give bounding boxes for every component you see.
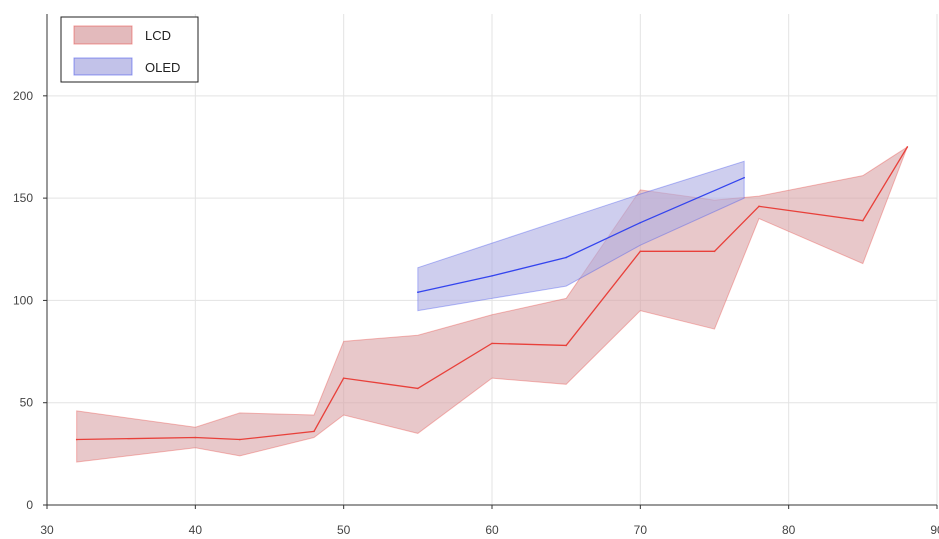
series-layer — [75, 145, 909, 463]
x-tick-label: 50 — [337, 523, 351, 537]
x-tick-label: 60 — [485, 523, 499, 537]
axes — [43, 14, 938, 509]
tick-labels: 30 40 50 60 70 80 90 0 50 100 150 200 — [13, 89, 939, 537]
point-oled — [565, 256, 567, 259]
point-lcd — [342, 377, 345, 379]
point-lcd — [491, 342, 493, 345]
point-lcd — [194, 436, 197, 439]
legend-label-oled: OLED — [145, 60, 180, 75]
point-oled — [491, 275, 493, 277]
point-lcd — [862, 219, 864, 222]
x-tick-label: 70 — [634, 523, 648, 537]
y-tick-label: 50 — [20, 396, 34, 410]
point-lcd — [239, 438, 241, 441]
legend-swatch-lcd — [73, 25, 133, 45]
point-lcd — [906, 146, 909, 148]
y-tick-label: 150 — [13, 191, 33, 205]
legend: LCD OLED — [60, 16, 199, 83]
point-lcd — [639, 250, 642, 253]
point-lcd — [417, 387, 419, 390]
band-lcd — [76, 145, 909, 463]
legend-swatch-oled — [73, 57, 133, 76]
legend-label-lcd: LCD — [145, 28, 171, 43]
x-tick-label: 80 — [782, 523, 796, 537]
point-oled — [417, 291, 419, 294]
point-oled — [743, 176, 745, 179]
point-lcd — [565, 344, 567, 347]
y-tick-label: 100 — [13, 293, 33, 307]
x-tick-label: 40 — [189, 523, 203, 537]
band-oled — [417, 160, 745, 312]
point-oled — [639, 221, 642, 224]
point-lcd — [313, 430, 315, 433]
point-lcd — [75, 438, 78, 441]
y-tick-label: 200 — [13, 89, 33, 103]
point-lcd — [758, 205, 760, 208]
x-tick-label: 30 — [40, 523, 54, 537]
y-tick-label: 0 — [26, 498, 33, 512]
point-lcd — [713, 250, 716, 253]
x-tick-label: 90 — [930, 523, 939, 537]
